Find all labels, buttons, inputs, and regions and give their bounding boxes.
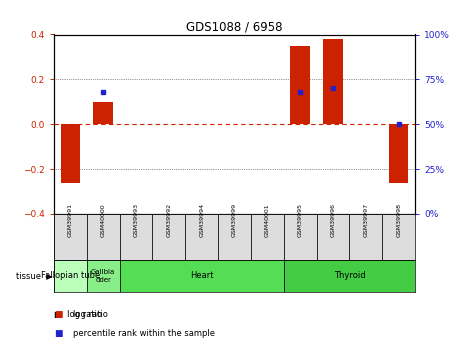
Text: log ratio: log ratio [73,310,107,319]
Bar [349,214,382,260]
Bar [185,214,218,260]
Bar [218,214,251,260]
Text: GSM39993: GSM39993 [134,203,138,237]
Bar [284,214,317,260]
Text: GSM39995: GSM39995 [298,203,303,237]
Text: GSM39992: GSM39992 [166,203,171,237]
Text: GSM39998: GSM39998 [396,203,401,237]
Bar [290,46,310,124]
Bar [323,39,343,124]
Bar [382,214,415,260]
Title: GDS1088 / 6958: GDS1088 / 6958 [186,20,283,33]
Text: GSM39991: GSM39991 [68,203,73,237]
Text: Gallbla
dder: Gallbla dder [91,269,115,283]
Bar [389,124,408,183]
Text: ■: ■ [54,310,62,319]
Bar [87,214,120,260]
Bar [87,260,120,292]
Text: Fallopian tube: Fallopian tube [41,272,100,280]
Bar [317,214,349,260]
Text: GSM40001: GSM40001 [265,204,270,237]
Text: Heart: Heart [190,272,213,280]
Text: percentile rank within the sample: percentile rank within the sample [73,329,215,338]
Text: ■: ■ [54,329,62,338]
Bar [54,260,87,292]
Bar [93,102,113,124]
Bar [284,260,415,292]
Text: ■  log ratio: ■ log ratio [54,310,102,319]
Bar [120,214,152,260]
Bar [54,214,87,260]
Bar [152,214,185,260]
Text: GSM39997: GSM39997 [363,203,368,237]
Text: GSM39994: GSM39994 [199,203,204,237]
Text: tissue  ▶: tissue ▶ [15,272,52,280]
Bar [61,124,80,183]
Bar [120,260,284,292]
Text: GSM40000: GSM40000 [101,204,106,237]
Text: GSM39996: GSM39996 [331,203,335,237]
Text: GSM39999: GSM39999 [232,203,237,237]
Text: Thyroid: Thyroid [333,272,365,280]
Bar [251,214,284,260]
